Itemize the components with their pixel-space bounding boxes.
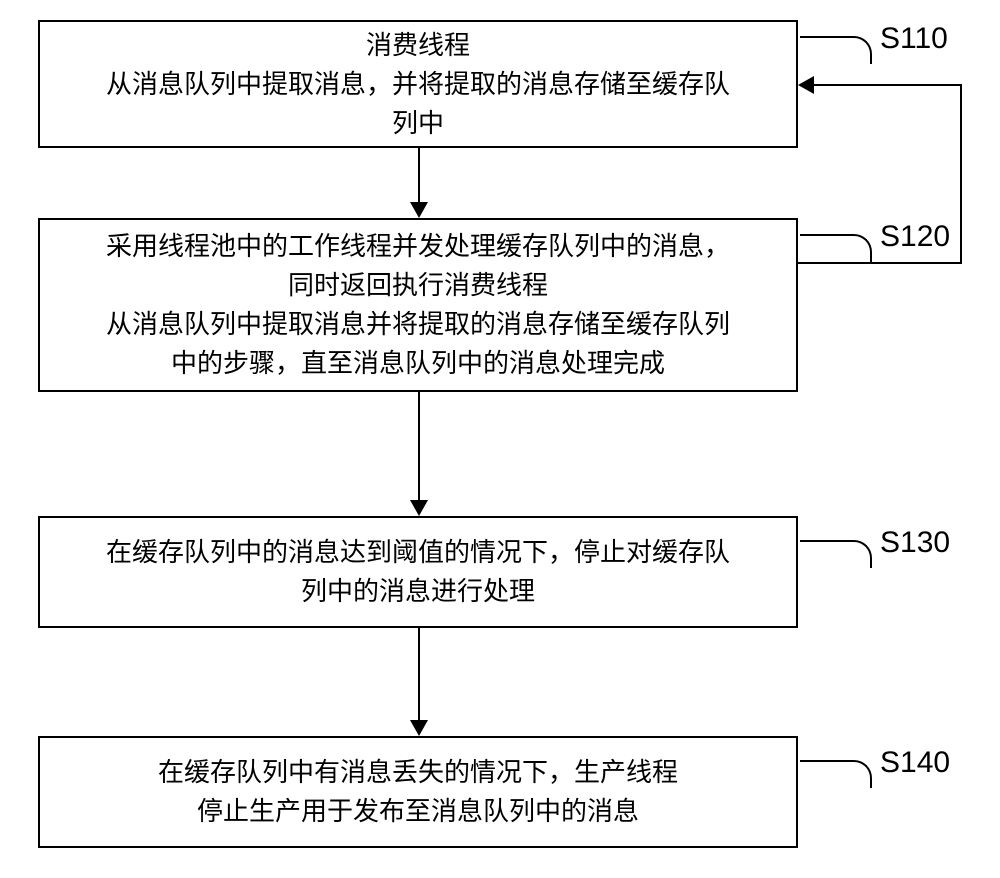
label-connector (800, 234, 872, 262)
step-label-s130: S130 (880, 526, 950, 560)
flow-box-line: 从消息队列中提取消息并将提取的消息存储至缓存队列 (48, 305, 788, 344)
label-connector (800, 760, 872, 788)
arrow-left-icon (798, 76, 814, 94)
flow-box-line: 中的步骤，直至消息队列中的消息处理完成 (48, 344, 788, 383)
edge-line (798, 262, 960, 264)
arrow-down-icon (410, 202, 428, 218)
label-connector (800, 540, 872, 568)
flow-box-s110: 消费线程从消息队列中提取消息，并将提取的消息存储至缓存队列中 (38, 20, 798, 148)
flow-box-line: 列中的消息进行处理 (48, 572, 788, 611)
edge-line (812, 84, 962, 86)
flow-box-s140: 在缓存队列中有消息丢失的情况下，生产线程停止生产用于发布至消息队列中的消息 (38, 736, 798, 848)
arrow-down-icon (410, 720, 428, 736)
flow-box-s120: 采用线程池中的工作线程并发处理缓存队列中的消息，同时返回执行消费线程从消息队列中… (38, 218, 798, 392)
flow-box-line: 从消息队列中提取消息，并将提取的消息存储至缓存队 (48, 65, 788, 104)
flow-box-line: 在缓存队列中有消息丢失的情况下，生产线程 (48, 753, 788, 792)
flow-box-line: 同时返回执行消费线程 (48, 266, 788, 305)
flow-box-line: 停止生产用于发布至消息队列中的消息 (48, 792, 788, 831)
edge-line (418, 628, 420, 722)
arrow-down-icon (410, 500, 428, 516)
label-connector (800, 36, 872, 64)
flow-box-line: 采用线程池中的工作线程并发处理缓存队列中的消息， (48, 227, 788, 266)
flow-box-line: 列中 (48, 104, 788, 143)
step-label-s140: S140 (880, 746, 950, 780)
step-label-s110: S110 (880, 22, 948, 56)
edge-line (418, 148, 420, 204)
edge-line (418, 392, 420, 502)
flow-box-s130: 在缓存队列中的消息达到阈值的情况下，停止对缓存队列中的消息进行处理 (38, 516, 798, 628)
step-label-s120: S120 (880, 220, 950, 254)
flow-box-line: 消费线程 (48, 26, 788, 65)
flow-box-line: 在缓存队列中的消息达到阈值的情况下，停止对缓存队 (48, 533, 788, 572)
edge-line (960, 84, 962, 264)
